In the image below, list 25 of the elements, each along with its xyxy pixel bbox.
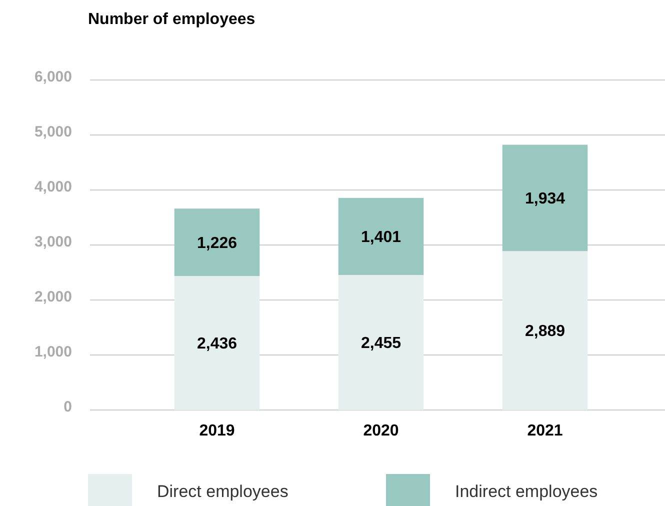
bar (502, 251, 588, 410)
y-tick-label: 3,000 (34, 234, 72, 250)
legend-label: Direct employees (157, 482, 288, 501)
y-tick-label: 4,000 (34, 178, 72, 196)
legend-label: Indirect employees (455, 482, 598, 501)
y-tick-label: 1,000 (34, 344, 72, 360)
x-tick-label: 2020 (363, 422, 399, 440)
text: 1,934 (524, 190, 566, 208)
bar (338, 274, 424, 410)
text: 2,455 (360, 335, 402, 352)
text: 2,889 (524, 323, 566, 340)
y-tick-label: 6,000 (34, 68, 72, 86)
y-tick-label: 5,000 (34, 124, 72, 140)
y-tick-label: 2,000 (34, 288, 72, 306)
text: 2,436 (196, 336, 238, 353)
text: 1,226 (196, 234, 238, 252)
chart-title: Number of employees (88, 11, 256, 28)
x-tick-label: 2019 (199, 422, 235, 440)
x-tick-label: 2021 (527, 422, 563, 440)
y-tick-label: 0 (64, 398, 72, 416)
bar (338, 198, 424, 275)
bar (174, 208, 260, 276)
text: 1,401 (360, 229, 402, 246)
bar (174, 276, 260, 410)
bar (502, 144, 588, 252)
